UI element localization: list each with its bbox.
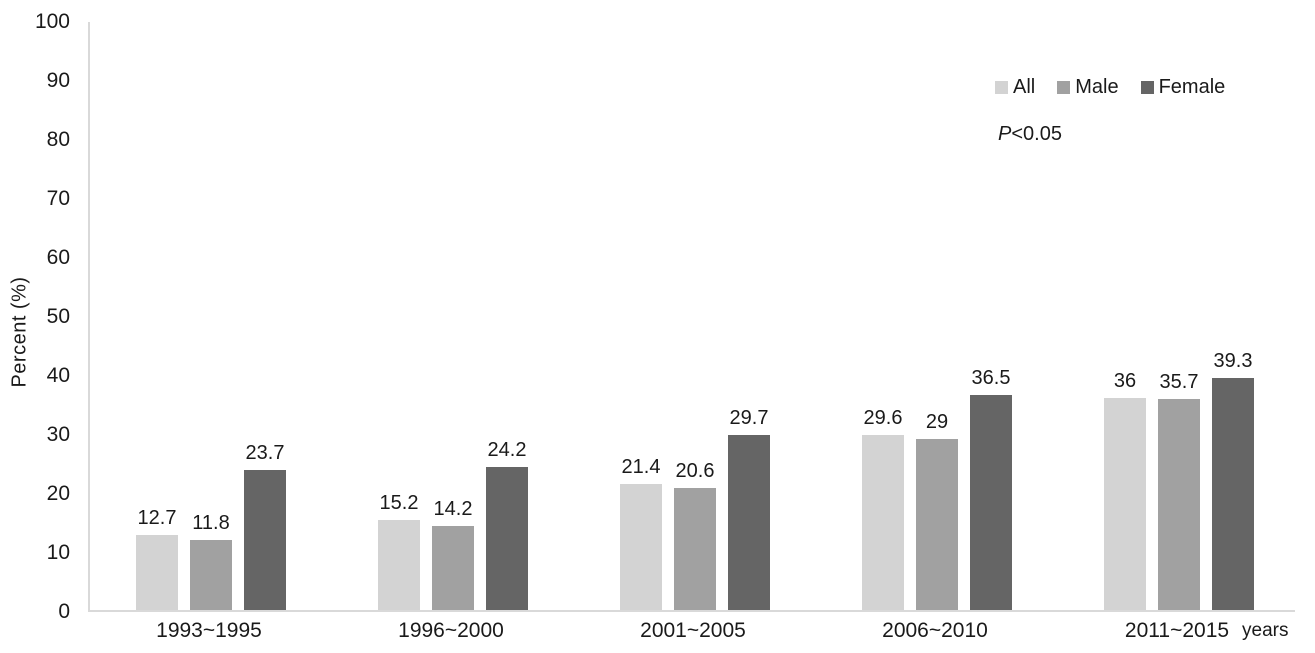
- x-axis-title: years: [1242, 620, 1289, 641]
- legend-item-all: All: [995, 76, 1035, 99]
- bar-male-1996~2000: [432, 526, 474, 610]
- bar-all-2011~2015: [1104, 397, 1146, 610]
- p-value-prefix: P: [998, 123, 1012, 145]
- bar-male-2011~2015: [1158, 399, 1200, 610]
- bar-female-1996~2000: [486, 467, 528, 610]
- p-value-rest: <0.05: [1011, 123, 1062, 145]
- bar-value-label: 11.8: [192, 512, 230, 535]
- bar-value-label: 20.6: [675, 460, 715, 483]
- bar-value-label: 15.2: [379, 492, 419, 515]
- legend-swatch-icon: [1057, 81, 1071, 94]
- bar-female-2006~2010: [970, 394, 1012, 610]
- bar-male-1993~1995: [190, 540, 232, 610]
- legend-label: Female: [1158, 76, 1226, 98]
- y-tick-label: 80: [46, 128, 70, 151]
- bar-value-label: 36: [1113, 369, 1137, 392]
- legend-item-female: Female: [1140, 76, 1226, 99]
- legend-label: Male: [1075, 76, 1119, 98]
- bar-value-label: 12.7: [137, 507, 177, 530]
- bar-male-2006~2010: [916, 438, 958, 610]
- legend-item-male: Male: [1057, 76, 1119, 99]
- bar-value-label: 39.3: [1213, 350, 1253, 373]
- bar-female-1993~1995: [244, 470, 286, 610]
- y-tick-label: 70: [46, 187, 70, 210]
- y-tick-label: 30: [46, 423, 70, 446]
- bar-female-2011~2015: [1212, 378, 1254, 610]
- legend-swatch-icon: [1140, 81, 1154, 94]
- bar-value-label: 21.4: [621, 455, 661, 478]
- plot-area: 12.7 11.8 23.7 15.2 14.2 24.2 21.4 20.6 29.7 29.6…: [88, 22, 1295, 612]
- y-tick-label: 60: [46, 246, 70, 269]
- bar-value-label: 29.6: [863, 407, 903, 430]
- bar-female-2001~2005: [728, 434, 770, 610]
- bar-value-label: 23.7: [245, 442, 285, 465]
- bar-value-label: 29.7: [729, 406, 769, 429]
- bar-all-1996~2000: [378, 520, 420, 610]
- y-tick-label: 90: [46, 69, 70, 92]
- bar-all-1993~1995: [136, 535, 178, 610]
- legend: All Male Female: [995, 76, 1225, 99]
- bar-value-label: 14.2: [433, 498, 473, 521]
- legend-label: All: [1013, 76, 1036, 98]
- bar-value-label: 24.2: [487, 439, 527, 462]
- bar-value-label: 29: [925, 410, 949, 433]
- x-tick-label: 2001~2005: [640, 619, 746, 642]
- x-tick-label: 2011~2015: [1124, 619, 1230, 642]
- y-tick-label: 40: [46, 364, 70, 387]
- x-tick-label: 1993~1995: [156, 619, 262, 642]
- y-tick-label: 10: [46, 541, 70, 564]
- x-tick-label: 2006~2010: [882, 619, 988, 642]
- y-tick-label: 0: [58, 600, 70, 623]
- bar-value-label: 36.5: [971, 366, 1011, 389]
- bar-all-2006~2010: [862, 435, 904, 610]
- bar-value-label: 35.7: [1159, 371, 1199, 394]
- y-tick-label: 100: [34, 10, 70, 33]
- bar-male-2001~2005: [674, 488, 716, 610]
- p-value-annotation: P<0.05: [998, 123, 1062, 146]
- bar-all-2001~2005: [620, 483, 662, 610]
- y-tick-label: 20: [46, 482, 70, 505]
- x-tick-label: 1996~2000: [398, 619, 504, 642]
- y-tick-label: 50: [46, 305, 70, 328]
- legend-swatch-icon: [995, 81, 1008, 94]
